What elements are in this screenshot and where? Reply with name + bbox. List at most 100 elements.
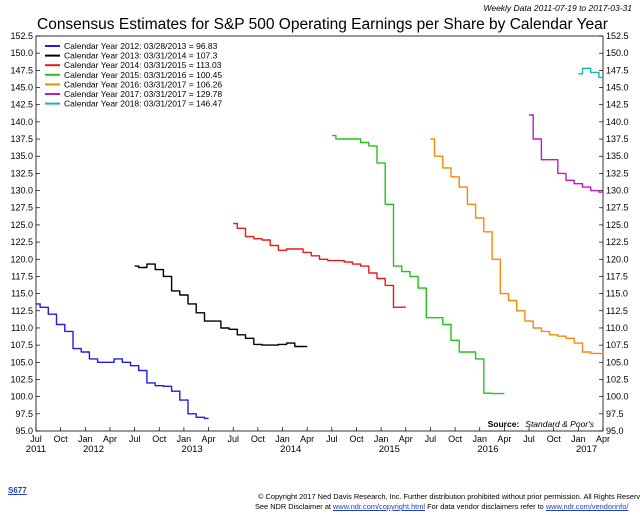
- y-tick-label: 125.0: [10, 220, 33, 230]
- y-tick-label: 105.0: [606, 357, 629, 367]
- y-tick-label: 97.5: [606, 409, 624, 419]
- y-tick-label: 132.5: [10, 168, 33, 178]
- vendor-info-link[interactable]: www.ndr.com/vendorinfo/: [545, 502, 629, 511]
- chart-title: Consensus Estimates for S&P 500 Operatin…: [37, 16, 608, 33]
- plot-frame: [35, 35, 604, 432]
- x-axis: Jul Oct Jan Apr Jul Oct Jan Apr Jul Oct Jan Apr Jul O…: [26, 427, 610, 455]
- x-tick-label: Oct: [251, 434, 266, 444]
- y-tick-label: 130.0: [10, 186, 33, 196]
- copyright-notice: © Copyright 2017 Ned Davis Research, Inc…: [258, 492, 640, 501]
- y-tick-label: 127.5: [606, 203, 629, 213]
- y-tick-label: 152.5: [10, 31, 33, 41]
- x-tick-label: Oct: [54, 434, 69, 444]
- chart-subtitle: Weekly Data 2011-07-19 to 2017-03-31: [483, 3, 632, 13]
- x-tick-label: Jul: [227, 434, 239, 444]
- y-tick-label: 137.5: [606, 134, 629, 144]
- series-line-2: [134, 263, 308, 348]
- y-tick-label: 135.0: [10, 151, 33, 161]
- y-tick-label: 100.0: [606, 392, 629, 402]
- legend-label: Calendar Year 2017: 03/31/2017 = 129.78: [64, 89, 222, 99]
- x-tick-label: Jul: [129, 434, 141, 444]
- x-year-label: 2017: [576, 444, 597, 455]
- y-tick-label: 112.5: [11, 306, 33, 316]
- y-axis: 152.5 152.5 150.0 150.0 147.5 147.5 145.0 145.0…: [10, 31, 628, 436]
- legend-label: Calendar Year 2015: 03/31/2016 = 100.45: [64, 70, 222, 80]
- x-tick-label: Jan: [177, 434, 192, 444]
- disclaimer-text: See NDR Disclaimer at: [255, 502, 334, 511]
- series-line-4: [331, 134, 505, 395]
- y-tick-label: 137.5: [10, 134, 33, 144]
- y-tick-label: 130.0: [606, 186, 629, 196]
- x-tick-label: Jul: [30, 434, 42, 444]
- series-line-5: [430, 138, 603, 355]
- legend-label: Calendar Year 2014: 03/31/2015 = 113.03: [64, 60, 222, 70]
- y-tick-label: 102.5: [10, 374, 33, 384]
- legend-label: Calendar Year 2012: 03/28/2013 = 96.83: [64, 41, 218, 51]
- y-tick-label: 152.5: [606, 31, 629, 41]
- series-layer: [36, 67, 603, 420]
- y-tick-label: 120.0: [10, 254, 33, 264]
- x-year-label: 2014: [280, 444, 301, 455]
- y-tick-label: 140.0: [10, 117, 33, 127]
- y-tick-label: 150.0: [606, 48, 629, 58]
- x-year-label: 2016: [477, 444, 498, 455]
- legend-label: Calendar Year 2016: 03/31/2017 = 106.26: [64, 79, 222, 89]
- y-tick-label: 150.0: [10, 48, 33, 58]
- x-tick-label: Jan: [374, 434, 389, 444]
- legend-label: Calendar Year 2018: 03/31/2017 = 146.47: [64, 99, 222, 109]
- y-tick-label: 115.0: [606, 289, 628, 299]
- legend-label: Calendar Year 2013: 03/31/2014 = 107.3: [64, 51, 218, 61]
- y-tick-label: 122.5: [10, 237, 33, 247]
- y-tick-label: 107.5: [606, 340, 629, 350]
- y-tick-label: 112.5: [606, 306, 628, 316]
- x-year-label: 2012: [83, 444, 104, 455]
- y-tick-label: 117.5: [11, 271, 33, 281]
- x-year-label: 2015: [379, 444, 400, 455]
- y-tick-label: 145.0: [10, 83, 33, 93]
- y-tick-label: 147.5: [10, 65, 33, 75]
- x-tick-label: Jan: [472, 434, 487, 444]
- y-tick-label: 142.5: [606, 100, 629, 110]
- vendor-text: For data vendor disclaimers refer to: [425, 502, 546, 511]
- y-tick-label: 132.5: [606, 168, 629, 178]
- y-tick-label: 107.5: [10, 340, 33, 350]
- y-tick-label: 110.0: [11, 323, 33, 333]
- x-year-label: 2011: [26, 444, 46, 455]
- x-tick-label: Jan: [275, 434, 290, 444]
- x-year-label: 2013: [182, 444, 203, 455]
- y-tick-label: 110.0: [606, 323, 628, 333]
- y-tick-label: 125.0: [606, 220, 629, 230]
- source-note: Source: Standard & Poor's: [488, 419, 595, 429]
- source-value: Standard & Poor's: [525, 419, 594, 429]
- x-tick-label: Oct: [547, 434, 562, 444]
- y-tick-label: 102.5: [606, 374, 629, 384]
- y-tick-label: 120.0: [606, 254, 629, 264]
- x-tick-label: Apr: [596, 434, 610, 444]
- x-tick-label: Jul: [326, 434, 338, 444]
- legend: Calendar Year 2012: 03/28/2013 = 96.83Ca…: [45, 41, 222, 109]
- y-tick-label: 140.0: [606, 117, 629, 127]
- x-tick-label: Apr: [202, 434, 216, 444]
- chart-id-link[interactable]: S677: [8, 486, 27, 495]
- y-tick-label: 145.0: [606, 83, 629, 93]
- y-tick-label: 105.0: [10, 357, 33, 367]
- x-tick-label: Jul: [523, 434, 535, 444]
- x-tick-label: Apr: [497, 434, 511, 444]
- y-tick-label: 100.0: [10, 392, 33, 402]
- disclaimer-line: See NDR Disclaimer at www.ndr.com/copyri…: [255, 502, 628, 511]
- x-tick-label: Oct: [349, 434, 364, 444]
- y-tick-label: 115.0: [11, 289, 33, 299]
- y-tick-label: 135.0: [606, 151, 629, 161]
- x-tick-label: Apr: [300, 434, 314, 444]
- x-tick-label: Jul: [425, 434, 437, 444]
- y-tick-label: 97.5: [15, 409, 33, 419]
- y-tick-label: 95.0: [15, 426, 33, 436]
- y-tick-label: 142.5: [10, 100, 33, 110]
- x-tick-label: Apr: [103, 434, 117, 444]
- y-tick-label: 147.5: [606, 65, 629, 75]
- copyright-link[interactable]: www.ndr.com/copyright.html: [333, 502, 426, 511]
- y-tick-label: 122.5: [606, 237, 629, 247]
- series-line-3: [233, 222, 406, 308]
- series-line-1: [36, 303, 209, 420]
